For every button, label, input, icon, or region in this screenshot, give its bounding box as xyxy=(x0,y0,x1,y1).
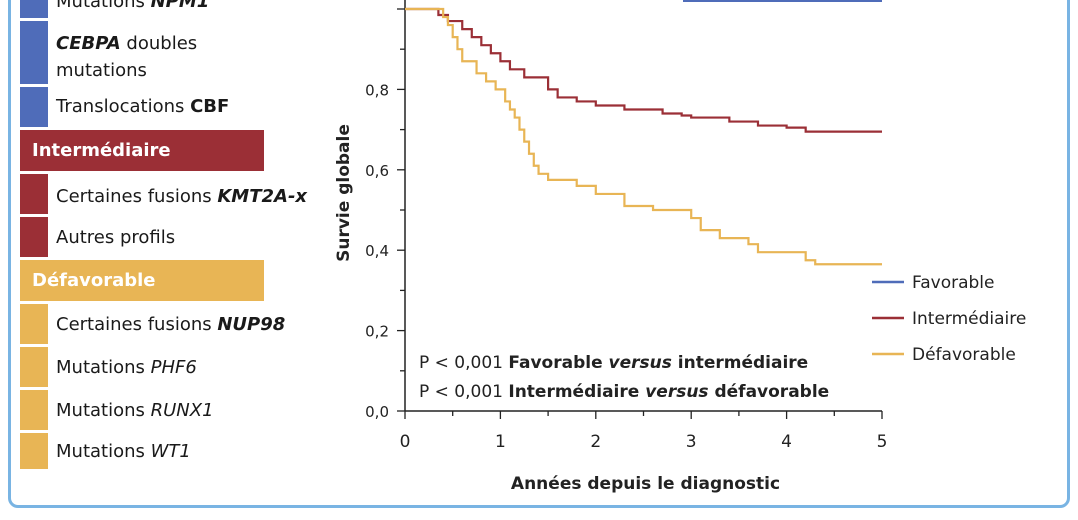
intermediate-header: Intermédiaire xyxy=(20,130,264,171)
y-tick-label: 0,8 xyxy=(365,81,389,99)
unfavorable-item-wt1: Mutations WT1 xyxy=(20,433,320,469)
favorable-item-cbf: Translocations CBF xyxy=(20,87,320,127)
legend-label: Favorable xyxy=(912,273,994,293)
item-label: Mutations PHF6 xyxy=(56,357,197,378)
series-unfavorable-line xyxy=(405,7,882,266)
favorable-item-npm1: Mutations NPM1 xyxy=(20,0,320,18)
favorable-bar xyxy=(20,21,48,84)
unfavorable-bar xyxy=(20,304,48,344)
item-label: Translocations CBF xyxy=(56,96,230,117)
item-label: Mutations NPM1 xyxy=(56,0,210,12)
unfavorable-item-nup98: Certaines fusions NUP98 xyxy=(20,304,320,344)
item-label: Mutations WT1 xyxy=(56,441,191,462)
unfavorable-bar xyxy=(20,347,48,387)
x-tick-label: 1 xyxy=(495,432,506,452)
p-value-annotation: P < 0,001 Intermédiaire versus défavorab… xyxy=(419,382,829,402)
y-tick-label: 0,6 xyxy=(365,162,389,180)
legend-label: Intermédiaire xyxy=(912,309,1026,329)
favorable-bar xyxy=(20,0,48,18)
favorable-bar xyxy=(20,87,48,127)
x-tick-label: 5 xyxy=(877,432,888,452)
favorable-item-cebpa: CEBPA doubles mutations xyxy=(20,21,320,84)
p-value-annotation: P < 0,001 Favorable versus intermédiaire xyxy=(419,353,808,373)
x-tick-label: 3 xyxy=(686,432,697,452)
y-tick-label: 0,4 xyxy=(365,242,389,260)
item-label: Certaines fusions NUP98 xyxy=(56,314,286,335)
y-tick-label: 0,0 xyxy=(365,403,389,421)
x-axis-label: Années depuis le diagnostic xyxy=(511,474,780,494)
unfavorable-item-runx1: Mutations RUNX1 xyxy=(20,390,320,430)
unfavorable-item-phf6: Mutations PHF6 xyxy=(20,347,320,387)
unfavorable-bar xyxy=(20,390,48,430)
intermediate-item-others: Autres profils xyxy=(20,217,320,257)
item-label: CEBPA doubles mutations xyxy=(56,33,198,81)
figure-frame xyxy=(8,0,1070,508)
y-axis-label: Survie globale xyxy=(334,124,354,262)
intermediate-bar xyxy=(20,217,48,257)
item-label: Certaines fusions KMT2A-x xyxy=(56,186,308,207)
y-tick-label: 0,2 xyxy=(365,323,389,341)
x-tick-label: 4 xyxy=(781,432,792,452)
intermediate-item-kmt2a: Certaines fusions KMT2A-x xyxy=(20,174,320,214)
unfavorable-bar xyxy=(20,433,48,469)
x-tick-label: 2 xyxy=(590,432,601,452)
unfavorable-header: Défavorable xyxy=(20,260,264,301)
legend-label: Défavorable xyxy=(912,345,1016,365)
intermediate-bar xyxy=(20,174,48,214)
x-tick-label: 0 xyxy=(400,432,411,452)
item-label: Autres profils xyxy=(56,227,176,248)
series-intermediate-line xyxy=(405,7,882,133)
item-label: Mutations RUNX1 xyxy=(56,400,214,421)
